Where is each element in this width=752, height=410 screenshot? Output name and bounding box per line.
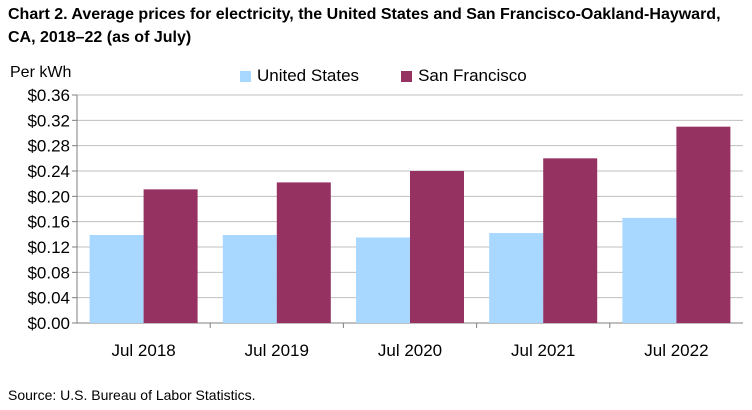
bar-sf-4	[676, 126, 731, 324]
legend-label-us: United States	[257, 66, 360, 85]
bar-sf-3	[543, 158, 598, 323]
y-axis-label: Per kWh	[10, 64, 72, 81]
bar-us-4	[622, 217, 677, 323]
chart-title: Chart 2. Average prices for electricity,…	[8, 6, 721, 46]
x-tick-label: Jul 2018	[111, 341, 175, 360]
y-tick-label: $0.12	[27, 238, 70, 257]
legend-swatch-sf	[401, 70, 413, 82]
x-tick-label: Jul 2019	[245, 341, 309, 360]
y-tick-label: $0.16	[27, 213, 70, 232]
x-tick-label: Jul 2021	[511, 341, 575, 360]
bar-sf-0	[143, 189, 198, 323]
legend-swatch-us	[240, 70, 251, 82]
bar-sf-1	[276, 182, 331, 323]
y-tick-label: $0.32	[27, 111, 70, 130]
y-tick-label: $0.04	[27, 289, 70, 308]
x-tick-label: Jul 2020	[378, 341, 442, 360]
legend-item-us: United States	[240, 66, 359, 86]
source-note: Source: U.S. Bureau of Labor Statistics.	[8, 387, 256, 403]
bar-us-1	[222, 234, 277, 323]
legend: United States San Francisco	[240, 66, 569, 86]
bar-us-2	[356, 237, 410, 323]
bar-sf-2	[410, 171, 464, 323]
y-tick-label: $0.24	[27, 162, 70, 181]
legend-item-sf: San Francisco	[401, 66, 527, 86]
x-tick-label: Jul 2022	[644, 341, 708, 360]
y-tick-label: $0.36	[27, 86, 70, 105]
y-tick-label: $0.20	[27, 187, 70, 206]
y-tick-label: $0.08	[27, 263, 70, 282]
y-tick-label: $0.00	[27, 314, 70, 333]
y-tick-label: $0.28	[27, 137, 70, 156]
legend-label-sf: San Francisco	[418, 66, 527, 85]
bar-us-0	[89, 234, 144, 323]
bar-us-3	[489, 233, 544, 323]
